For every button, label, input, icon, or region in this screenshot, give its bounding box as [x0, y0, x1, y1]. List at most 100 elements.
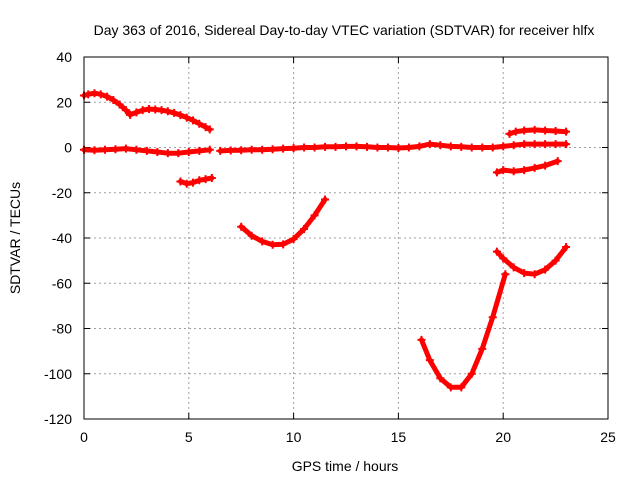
y-tick-label: 40 — [56, 49, 72, 65]
data-series — [237, 195, 330, 249]
data-point — [195, 119, 204, 128]
x-tick-label: 0 — [80, 429, 88, 445]
data-point — [268, 145, 277, 154]
data-point — [415, 142, 424, 151]
data-point — [163, 149, 172, 158]
data-point — [530, 270, 539, 279]
data-point — [331, 142, 340, 151]
data-point — [562, 243, 571, 252]
data-point — [163, 107, 172, 116]
y-tick-label: -120 — [44, 411, 72, 427]
y-tick-label: 20 — [56, 94, 72, 110]
data-point — [132, 145, 141, 154]
data-point — [509, 167, 518, 176]
data-point — [111, 145, 120, 154]
data-point — [237, 222, 246, 231]
data-point — [268, 240, 277, 249]
data-point — [499, 142, 508, 151]
data-point — [373, 143, 382, 152]
data-point — [530, 140, 539, 149]
data-point — [541, 140, 550, 149]
x-tick-label: 10 — [286, 429, 302, 445]
data-point — [310, 143, 319, 152]
data-point — [126, 110, 135, 119]
data-point — [138, 106, 147, 115]
data-series — [492, 157, 562, 177]
data-point — [562, 140, 571, 149]
y-tick-label: 0 — [64, 140, 72, 156]
data-point — [505, 129, 514, 138]
data-point — [121, 106, 130, 115]
data-point — [310, 211, 319, 220]
data-point — [195, 146, 204, 155]
data-point — [321, 142, 330, 151]
data-point — [237, 146, 246, 155]
data-point — [478, 344, 487, 353]
data-point — [205, 125, 214, 134]
data-point — [425, 356, 434, 365]
plot-frame — [83, 56, 609, 420]
data-point — [520, 140, 529, 149]
data-point — [509, 141, 518, 150]
data-point — [383, 143, 392, 152]
data-point — [520, 166, 529, 175]
data-point — [425, 140, 434, 149]
data-point — [207, 174, 216, 183]
data-layer — [80, 89, 571, 392]
data-point — [541, 161, 550, 170]
series-trace — [494, 244, 569, 277]
data-point — [247, 145, 256, 154]
data-point — [551, 126, 560, 135]
data-series — [417, 270, 510, 392]
chart-title: Day 363 of 2016, Sidereal Day-to-day VTE… — [94, 22, 595, 38]
x-tick-label: 20 — [495, 429, 511, 445]
data-point — [157, 106, 166, 115]
data-point — [142, 146, 151, 155]
data-point — [226, 146, 235, 155]
data-point — [216, 146, 225, 155]
data-point — [184, 148, 193, 157]
data-point — [121, 144, 130, 153]
y-tick-label: -40 — [52, 230, 72, 246]
data-point — [446, 142, 455, 151]
y-tick-label: -20 — [52, 185, 72, 201]
data-point — [501, 270, 510, 279]
x-tick-label: 25 — [600, 429, 616, 445]
data-point — [132, 108, 141, 117]
series-trace — [217, 141, 569, 154]
series-trace — [238, 197, 328, 248]
data-point — [103, 92, 112, 101]
data-point — [436, 141, 445, 150]
grid-layer — [84, 57, 608, 419]
data-series — [176, 174, 216, 188]
data-point — [404, 143, 413, 152]
data-point — [520, 126, 529, 135]
data-point — [492, 168, 501, 177]
data-point — [417, 335, 426, 344]
data-point — [289, 235, 298, 244]
data-point — [258, 237, 267, 246]
data-point — [300, 224, 309, 233]
data-point — [394, 143, 403, 152]
data-point — [562, 127, 571, 136]
data-point — [201, 123, 210, 132]
data-point — [511, 127, 520, 136]
data-point — [176, 111, 185, 120]
data-point — [488, 313, 497, 322]
data-point — [84, 90, 93, 99]
data-point — [279, 144, 288, 153]
y-tick-label: -80 — [52, 321, 72, 337]
data-point — [300, 143, 309, 152]
data-point — [520, 269, 529, 278]
y-axis-label: SDTVAR / TECUs — [7, 182, 23, 294]
data-point — [205, 145, 214, 154]
data-point — [541, 126, 550, 135]
data-point — [176, 177, 185, 186]
data-point — [201, 175, 210, 184]
data-point — [446, 383, 455, 392]
y-tick-label: -100 — [44, 366, 72, 382]
data-point — [499, 254, 508, 263]
data-point — [279, 240, 288, 249]
x-axis-label: GPS time / hours — [292, 458, 399, 474]
